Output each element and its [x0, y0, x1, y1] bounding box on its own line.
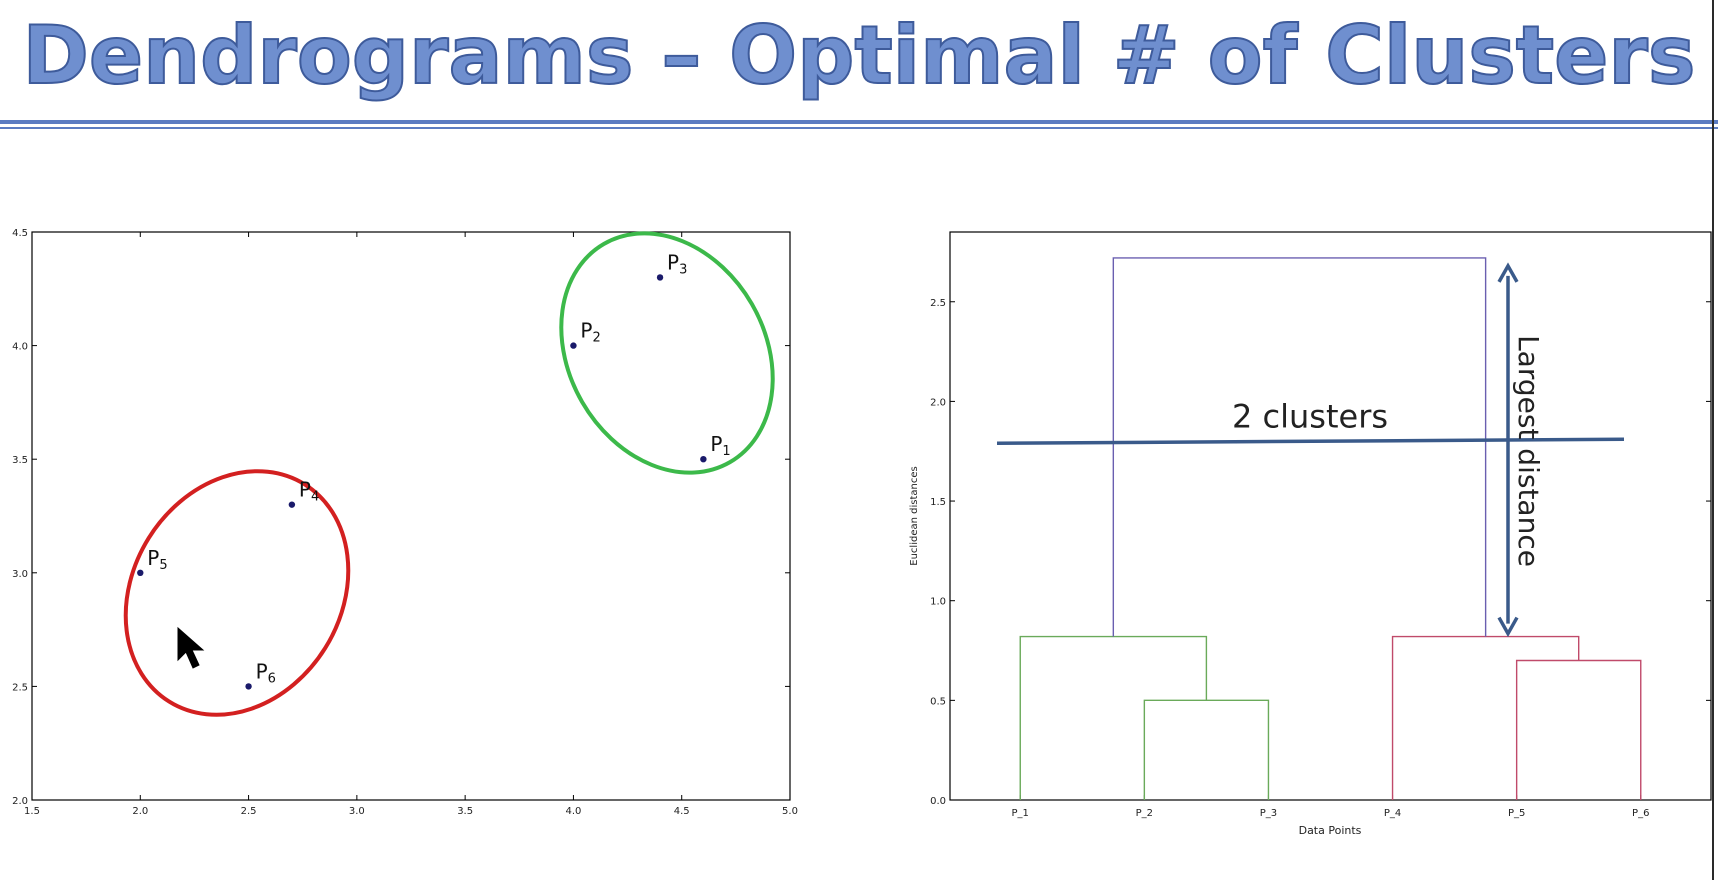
leaf-label: P_6 [1632, 808, 1649, 819]
dendrogram-links [1019, 257, 1642, 800]
scatter-plot: 1.5 2.0 2.5 3.0 3.5 4.0 4.5 5.02.02.53.03.54.04… [12, 228, 798, 817]
y-tick-label: 1.0 [930, 597, 946, 608]
dendrogram-link [1019, 635, 1208, 800]
y-tick-label: 4.5 [12, 228, 28, 239]
y-tick-label: 2.5 [12, 682, 28, 693]
point-label: P6 [256, 659, 276, 686]
x-tick-label: 4.0 [565, 806, 581, 817]
y-tick-label: 2.0 [12, 796, 28, 807]
y-tick-label: 2.0 [930, 397, 946, 408]
threshold-label: 2 clusters [1232, 397, 1388, 435]
x-tick-label: 1.5 [24, 806, 40, 817]
x-tick-label: 5.0 [782, 806, 798, 817]
y-tick-label: 2.5 [930, 298, 946, 309]
data-point [137, 569, 144, 576]
scatter-ticks: 1.5 2.0 2.5 3.0 3.5 4.0 4.5 5.02.02.53.03.54.04… [12, 228, 798, 817]
leaf-label: P_3 [1260, 808, 1277, 819]
y-axis-label: Euclidean distances [909, 466, 920, 565]
title-rule-thick [0, 120, 1718, 124]
data-point [700, 456, 707, 463]
point-label: P3 [667, 250, 687, 277]
scatter-cluster-outlines [123, 231, 775, 717]
x-tick-label: 2.0 [132, 806, 148, 817]
cluster-outline-green [559, 231, 775, 475]
point-label: P1 [710, 432, 730, 459]
leaf-label: P_4 [1384, 808, 1401, 819]
slide-title: Dendrograms – Optimal # of Clusters [21, 8, 1696, 103]
leaf-label: P_1 [1012, 808, 1029, 819]
y-tick-label: 4.0 [12, 342, 28, 353]
y-tick-label: 0.0 [930, 796, 946, 807]
x-tick-label: 4.5 [674, 806, 690, 817]
dendrogram-link [1143, 699, 1270, 800]
leaf-label: P_5 [1508, 808, 1525, 819]
dendrogram-plot: 0.0 0.5 1.0 1.5 2.0 2.5 P_1 P_2 P_3 P_4 P_5 P_6 2 c… [909, 231, 1712, 837]
dendrogram-frame [949, 231, 1712, 801]
title-rule-thin [0, 127, 1718, 129]
point-label: P5 [147, 546, 167, 573]
data-point [245, 683, 252, 690]
y-tick-label: 0.5 [930, 696, 946, 707]
arrow-head-down [1497, 616, 1519, 638]
data-point [288, 501, 296, 508]
x-tick-label: 3.0 [349, 806, 365, 817]
data-point [656, 274, 664, 281]
cluster-outline-red [123, 469, 351, 717]
arrow-head-up [1497, 262, 1519, 283]
dendrogram-link [1515, 659, 1642, 800]
largest-distance-label: Largest distance [1512, 335, 1545, 567]
x-tick-label: 2.5 [241, 806, 257, 817]
x-axis-label: Data Points [1299, 824, 1362, 837]
y-tick-label: 3.0 [12, 569, 28, 580]
leaf-label: P_2 [1136, 808, 1153, 819]
dendrogram-ticks: 0.0 0.5 1.0 1.5 2.0 2.5 P_1 P_2 P_3 P_4 P_5 P_6 [930, 298, 1711, 819]
mouse-cursor-icon [177, 626, 205, 669]
x-tick-label: 3.5 [457, 806, 473, 817]
y-tick-label: 3.5 [12, 455, 28, 466]
slide-edge [1712, 0, 1714, 880]
point-label: P2 [580, 319, 600, 346]
point-label: P4 [299, 478, 319, 505]
threshold-line [996, 437, 1625, 446]
y-tick-label: 1.5 [930, 497, 946, 508]
scatter-frame [31, 231, 791, 801]
dendrogram-annotations: 2 clusters Largest distance [996, 262, 1625, 638]
data-point [570, 342, 577, 349]
scatter-points: P1 P2 P3 P4 P5 P6 [137, 250, 731, 690]
dendrogram-link [1112, 257, 1487, 637]
